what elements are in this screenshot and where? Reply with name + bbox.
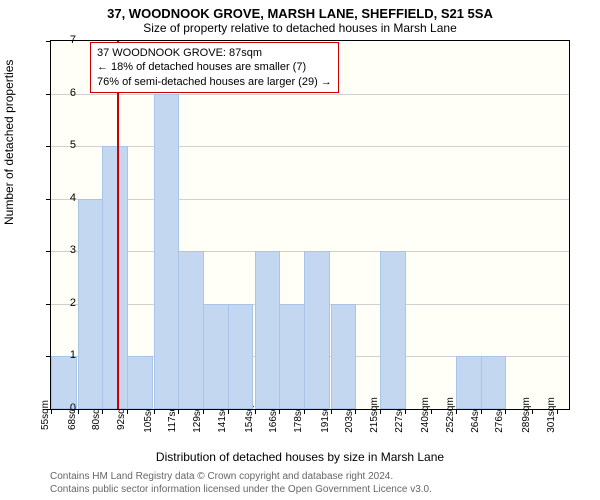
xtick-mark: [102, 409, 103, 414]
ytick-mark: [46, 251, 51, 252]
histogram-bar: [255, 251, 281, 409]
chart-title: 37, WOODNOOK GROVE, MARSH LANE, SHEFFIEL…: [0, 0, 600, 21]
ytick-label: 7: [70, 34, 76, 46]
ytick-mark: [46, 94, 51, 95]
ytick-label: 1: [70, 349, 76, 361]
histogram-bar: [228, 304, 254, 409]
ytick-mark: [46, 41, 51, 42]
xtick-mark: [51, 409, 52, 414]
histogram-bar: [304, 251, 330, 409]
histogram-bar: [380, 251, 406, 409]
histogram-bar: [279, 304, 305, 409]
ytick-label: 3: [70, 244, 76, 256]
ytick-label: 5: [70, 139, 76, 151]
histogram-bar: [154, 94, 180, 409]
xtick-label: 252sqm: [445, 397, 456, 433]
xtick-label: 215sqm: [369, 397, 380, 433]
ytick-label: 6: [70, 87, 76, 99]
xtick-mark: [456, 409, 457, 414]
annotation-line: 37 WOODNOOK GROVE: 87sqm: [97, 46, 332, 60]
xtick-mark: [380, 409, 381, 414]
ytick-mark: [46, 304, 51, 305]
xtick-mark: [279, 409, 280, 414]
x-axis-label: Distribution of detached houses by size …: [0, 450, 600, 464]
xtick-mark: [431, 409, 432, 414]
highlight-line: [117, 41, 119, 409]
xtick-label: 240sqm: [420, 397, 431, 433]
histogram-bar: [102, 146, 128, 409]
histogram-bar: [203, 304, 229, 409]
ytick-label: 4: [70, 192, 76, 204]
xtick-label: 55sqm: [40, 400, 51, 430]
histogram-bar: [481, 356, 507, 409]
credit-text: Contains HM Land Registry data © Crown c…: [50, 470, 432, 496]
xtick-label: 301sqm: [546, 397, 557, 433]
xtick-label: 289sqm: [521, 397, 532, 433]
xtick-mark: [178, 409, 179, 414]
histogram-bar: [456, 356, 482, 409]
histogram-bar: [178, 251, 204, 409]
ytick-label: 2: [70, 297, 76, 309]
gridline: [51, 94, 569, 95]
histogram-bar: [331, 304, 357, 409]
gridline: [51, 199, 569, 200]
annotation-line: 76% of semi-detached houses are larger (…: [97, 75, 332, 89]
ytick-label: 0: [70, 402, 76, 414]
histogram-bar: [78, 199, 104, 409]
y-axis-label: Number of detached properties: [2, 60, 16, 225]
xtick-mark: [505, 409, 506, 414]
ytick-mark: [46, 199, 51, 200]
xtick-mark: [203, 409, 204, 414]
annotation-line: ← 18% of detached houses are smaller (7): [97, 60, 332, 74]
histogram-bar: [127, 356, 153, 409]
gridline: [51, 146, 569, 147]
annotation-box: 37 WOODNOOK GROVE: 87sqm ← 18% of detach…: [90, 42, 339, 93]
xtick-mark: [127, 409, 128, 414]
ytick-mark: [46, 146, 51, 147]
chart-container: 37, WOODNOOK GROVE, MARSH LANE, SHEFFIEL…: [0, 0, 600, 500]
xtick-mark: [355, 409, 356, 414]
xtick-mark: [532, 409, 533, 414]
chart-subtitle: Size of property relative to detached ho…: [0, 21, 600, 35]
plot-area: 55sqm68sqm80sqm92sqm105sqm117sqm129sqm14…: [50, 40, 570, 410]
